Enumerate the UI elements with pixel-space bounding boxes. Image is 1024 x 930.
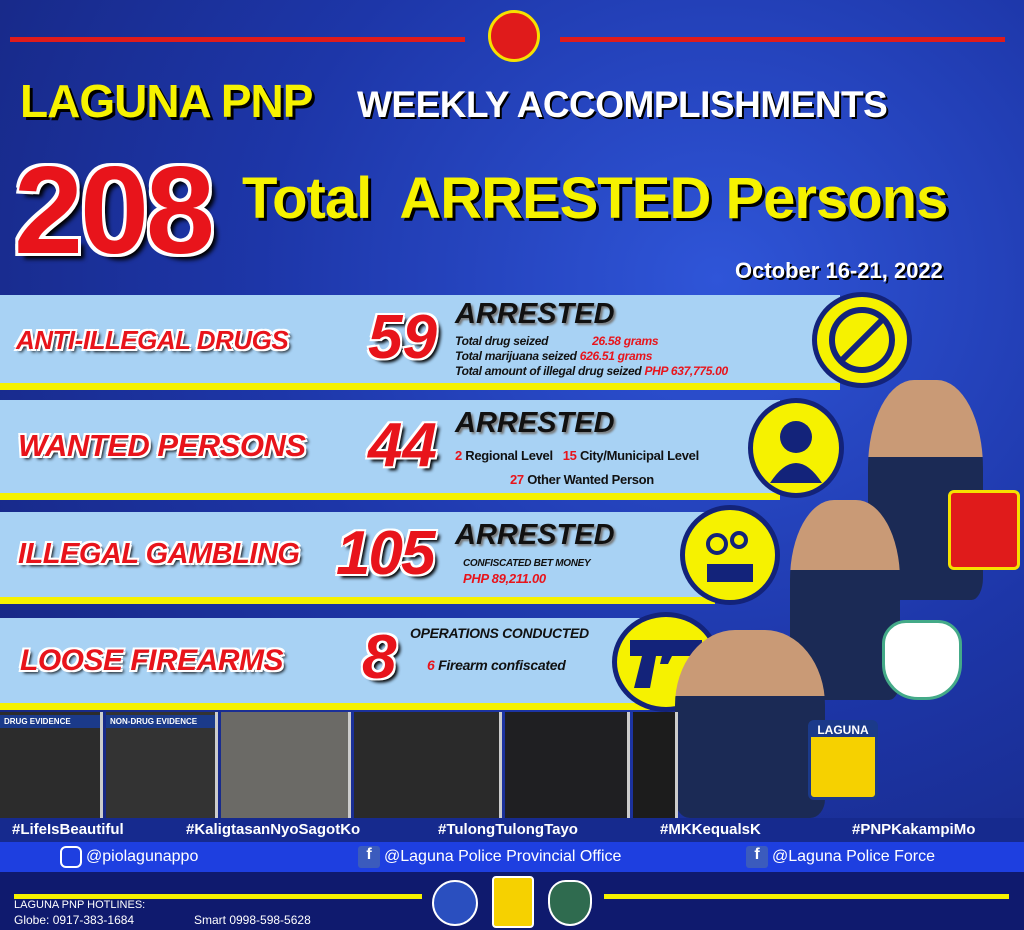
arrest-photo — [221, 712, 351, 818]
detail-value: PHP 637,775.00 — [644, 364, 728, 378]
pnp-logo — [488, 10, 540, 62]
instagram-link[interactable]: @piolagunappo — [60, 846, 198, 868]
hashtag: #LifeIsBeautiful — [12, 821, 124, 838]
hashtag: #KaligtasanNyoSagotKo — [186, 821, 361, 838]
detail-text: Other Wanted Person — [527, 472, 654, 487]
detail-value: PHP 89,211.00 — [463, 571, 546, 586]
evidence-photo — [354, 712, 502, 818]
laguna-badge: LAGUNA — [808, 720, 878, 800]
row-illegal-gambling — [0, 512, 715, 604]
row-status: ARRESTED — [455, 407, 615, 439]
hashtag: #PNPKakampiMo — [852, 821, 976, 838]
row-anti-illegal-drugs — [0, 295, 840, 390]
total-label: Total ARRESTED Persons — [242, 166, 948, 231]
facebook-handle: @Laguna Police Force — [772, 848, 935, 866]
instagram-icon — [60, 846, 82, 868]
drug-details: Total drug seized 26.58 grams Total marij… — [455, 334, 728, 379]
laguna-logo — [492, 876, 534, 928]
total-count: 208 — [14, 142, 215, 280]
photo-label: DRUG EVIDENCE — [0, 715, 100, 728]
person-silhouette-icon — [748, 398, 844, 498]
detail-text: CONFISCATED BET MONEY — [463, 558, 591, 569]
row-count: 105 — [336, 519, 435, 588]
footer: LAGUNA PNP HOTLINES: Globe: 0917-383-168… — [0, 872, 1024, 930]
detail-value: 626.51 grams — [579, 349, 653, 363]
detail-text: Total amount of illegal drug seized — [455, 364, 642, 378]
detail-text: Regional Level — [465, 448, 553, 463]
facebook-icon: f — [358, 846, 380, 868]
divider — [10, 37, 465, 42]
social-bar: @piolagunappo f @Laguna Police Provincial… — [0, 842, 1024, 872]
detail-value: 26.58 grams — [592, 334, 659, 348]
row-label: WANTED PERSONS — [18, 428, 306, 463]
hotlines-title: LAGUNA PNP HOTLINES: — [14, 899, 146, 911]
regional-logo — [548, 880, 592, 926]
row-status: OPERATIONS CONDUCTED — [410, 625, 589, 641]
divider — [14, 894, 422, 899]
non-drug-evidence-photo: NON-DRUG EVIDENCE — [106, 712, 218, 818]
hashtag-bar: #LifeIsBeautiful #KaligtasanNyoSagotKo #… — [0, 818, 1024, 842]
wanted-details: 2 Regional Level 15 City/Municipal Level — [455, 448, 699, 463]
detail-text: Total marijuana seized — [455, 349, 577, 363]
gambling-icon — [680, 505, 780, 605]
officer-photo — [675, 630, 825, 818]
drug-evidence-photo: DRUG EVIDENCE — [0, 712, 103, 818]
detail-value: 2 — [455, 448, 462, 463]
divider — [560, 37, 1005, 42]
hashtag: #MKKequalsK — [660, 821, 761, 838]
arrest-photo — [505, 712, 630, 818]
pnp-badge — [948, 490, 1020, 570]
facebook-link[interactable]: f @Laguna Police Force — [746, 846, 935, 868]
row-count: 8 — [362, 623, 397, 692]
seal-logo — [432, 880, 478, 926]
smart-hotline: Smart 0998-598-5628 — [194, 913, 311, 927]
hashtag: #TulongTulongTayo — [438, 821, 578, 838]
row-status: ARRESTED — [455, 519, 615, 551]
no-drugs-icon — [812, 292, 912, 388]
detail-value: 27 — [510, 472, 524, 487]
row-loose-firearms — [0, 618, 650, 710]
arrest-photo — [633, 712, 678, 818]
subtitle: WEEKLY ACCOMPLISHMENTS — [357, 84, 888, 125]
instagram-handle: @piolagunappo — [86, 848, 199, 866]
photo-label: NON-DRUG EVIDENCE — [106, 715, 215, 728]
badge-text: LAGUNA — [811, 723, 875, 737]
row-label: ANTI-ILLEGAL DRUGS — [16, 325, 289, 355]
detail-text: Firearm confiscated — [438, 657, 566, 673]
facebook-handle: @Laguna Police Provincial Office — [384, 848, 622, 866]
facebook-link[interactable]: f @Laguna Police Provincial Office — [358, 846, 621, 868]
row-count: 44 — [368, 411, 437, 480]
globe-hotline: Globe: 0917-383-1684 — [14, 913, 135, 927]
detail-text: Total drug seized — [455, 334, 549, 348]
row-label: ILLEGAL GAMBLING — [18, 538, 300, 570]
facebook-icon: f — [746, 846, 768, 868]
detail-text: City/Municipal Level — [579, 448, 699, 463]
divider — [604, 894, 1009, 899]
detail-value: 15 — [562, 448, 577, 463]
row-count: 59 — [368, 303, 437, 372]
org-title: LAGUNA PNP — [20, 75, 313, 127]
regional-office-badge — [882, 620, 962, 700]
row-status: ARRESTED — [455, 298, 615, 330]
row-label: LOOSE FIREARMS — [20, 644, 284, 677]
row-wanted-persons — [0, 400, 780, 500]
detail-value: 6 — [427, 657, 435, 673]
date-range: October 16-21, 2022 — [735, 258, 943, 283]
